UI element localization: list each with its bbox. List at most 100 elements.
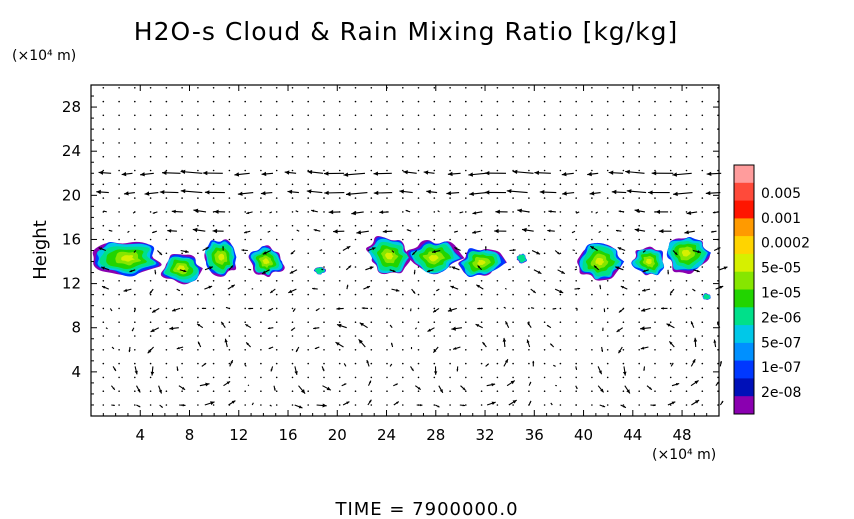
grid-dot bbox=[559, 335, 562, 337]
wind-arrow bbox=[260, 191, 273, 196]
wind-arrow bbox=[667, 269, 670, 275]
wind-arrow-head bbox=[291, 328, 294, 331]
wind-arrow-head bbox=[618, 350, 622, 354]
grid-dot bbox=[465, 362, 467, 365]
grid-dot bbox=[275, 169, 278, 172]
wind-arrow bbox=[127, 230, 130, 233]
grid-dot bbox=[228, 142, 231, 144]
wind-arrow bbox=[668, 341, 675, 348]
wind-arrow-head bbox=[160, 405, 163, 408]
wind-arrow bbox=[576, 308, 578, 311]
wind-arrow bbox=[192, 227, 206, 233]
wind-arrow bbox=[599, 284, 602, 290]
wind-arrow-head bbox=[672, 172, 677, 177]
grid-dot bbox=[622, 183, 625, 186]
grid-dot bbox=[307, 376, 310, 379]
wind-arrow-head bbox=[226, 307, 228, 309]
grid-dot bbox=[591, 335, 593, 337]
grid-dot bbox=[165, 404, 168, 406]
wind-arrow bbox=[306, 189, 323, 194]
grid-dot bbox=[323, 238, 325, 241]
wind-arrow-head bbox=[572, 231, 574, 233]
wind-arrow bbox=[495, 209, 508, 214]
wind-arrow-head bbox=[185, 249, 189, 254]
grid-dot bbox=[496, 321, 499, 324]
grid-dot bbox=[307, 142, 310, 144]
wind-arrow-head bbox=[527, 322, 531, 326]
wind-arrow-head bbox=[686, 210, 692, 215]
grid-dot bbox=[528, 293, 530, 296]
grid-dot bbox=[212, 197, 215, 199]
wind-arrow bbox=[269, 404, 272, 407]
grid-dot bbox=[244, 224, 246, 227]
grid-dot bbox=[291, 155, 294, 158]
grid-dot bbox=[591, 224, 593, 227]
wind-arrow bbox=[410, 347, 413, 350]
wind-arrow bbox=[157, 250, 163, 256]
wind-arrow bbox=[651, 171, 674, 176]
grid-dot bbox=[575, 169, 577, 172]
wind-arrow bbox=[361, 307, 369, 310]
grid-dot bbox=[559, 169, 562, 172]
wind-arrow-head bbox=[536, 251, 541, 255]
colorbar-swatch bbox=[734, 200, 754, 219]
grid-dot bbox=[291, 293, 294, 296]
grid-dot bbox=[622, 197, 625, 199]
grid-dot bbox=[212, 128, 215, 130]
wind-arrow-head bbox=[159, 190, 165, 195]
wind-arrow bbox=[228, 265, 234, 271]
wind-arrow-head bbox=[468, 172, 473, 177]
grid-dot bbox=[260, 155, 262, 158]
wind-arrow bbox=[611, 189, 627, 195]
grid-dot bbox=[449, 238, 451, 241]
grid-dot bbox=[165, 114, 168, 117]
grid-dot bbox=[402, 197, 404, 199]
wind-arrow-head bbox=[287, 189, 293, 194]
grid-dot bbox=[512, 114, 514, 117]
wind-arrow bbox=[608, 170, 624, 175]
grid-dot bbox=[465, 155, 467, 158]
grid-dot bbox=[291, 266, 294, 268]
wind-arrow-head bbox=[361, 307, 365, 310]
grid-dot bbox=[638, 390, 640, 393]
wind-arrow bbox=[634, 208, 645, 213]
wind-arrow bbox=[477, 307, 483, 310]
grid-dot bbox=[118, 238, 120, 241]
grid-dot bbox=[559, 100, 562, 103]
wind-arrow-head bbox=[608, 170, 614, 175]
grid-dot bbox=[433, 183, 436, 186]
grid-dot bbox=[669, 266, 672, 268]
wind-arrow bbox=[159, 404, 164, 409]
wind-arrow bbox=[485, 363, 490, 367]
wind-arrow-head bbox=[562, 191, 567, 196]
wind-arrow-head bbox=[491, 383, 496, 387]
wind-arrow bbox=[437, 210, 440, 213]
grid-dot bbox=[354, 307, 357, 310]
wind-arrow bbox=[98, 170, 112, 175]
wind-arrow-head bbox=[626, 389, 630, 394]
grid-dot bbox=[669, 335, 672, 337]
wind-arrow-head bbox=[675, 383, 680, 386]
grid-dot bbox=[606, 238, 609, 241]
grid-dot bbox=[370, 211, 373, 213]
grid-dot bbox=[134, 321, 136, 324]
grid-dot bbox=[543, 224, 546, 227]
grid-dot bbox=[622, 293, 625, 296]
grid-dot bbox=[543, 349, 546, 351]
cloud-contour bbox=[681, 249, 691, 257]
wind-arrow-head bbox=[547, 229, 551, 233]
grid-dot bbox=[543, 321, 546, 324]
colorbar-swatch bbox=[734, 325, 754, 344]
wind-arrow-head bbox=[433, 309, 437, 313]
wind-arrow-head bbox=[389, 308, 390, 310]
wind-arrow-head bbox=[561, 172, 567, 177]
grid-dot bbox=[480, 183, 483, 186]
grid-dot bbox=[606, 293, 609, 296]
wind-arrow-head bbox=[101, 266, 105, 270]
grid-dot bbox=[323, 87, 325, 89]
wind-arrow bbox=[96, 189, 109, 195]
wind-arrow-head bbox=[269, 212, 271, 213]
wind-arrow-head bbox=[171, 209, 176, 214]
wind-arrow-head bbox=[182, 404, 186, 407]
x-tick-label: 28 bbox=[426, 426, 445, 444]
